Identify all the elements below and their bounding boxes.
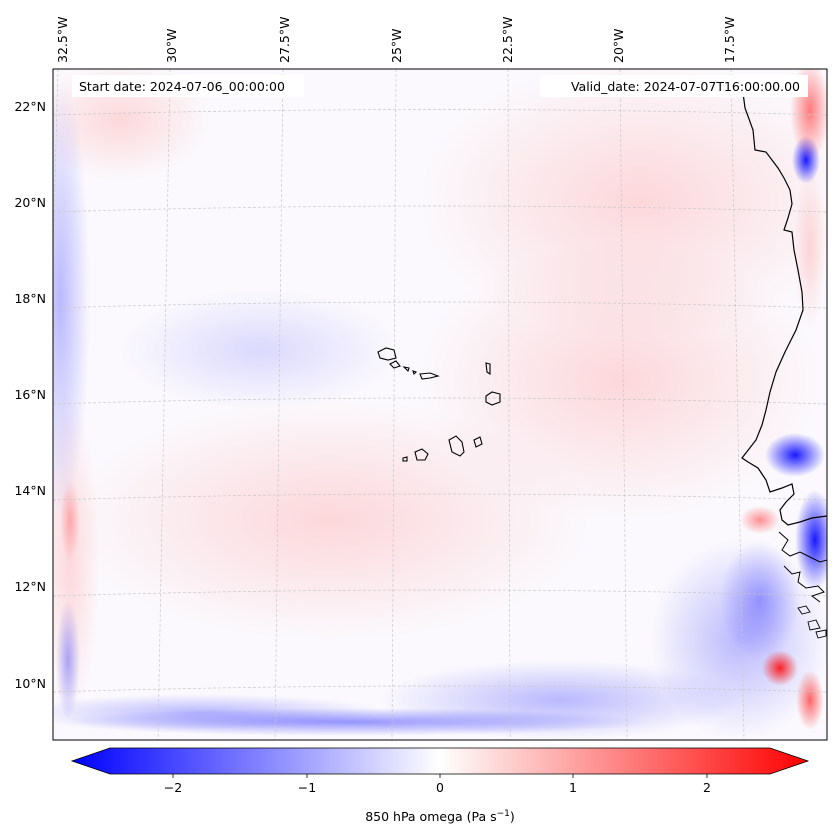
colorbar-tick-2: 2 (703, 780, 711, 795)
lon-label-25w: 25°W (389, 28, 404, 63)
longitude-labels: 32.5°W 30°W 27.5°W 25°W 22.5°W 20°W 17.5… (55, 17, 737, 63)
cape-verde-islands (377, 347, 501, 462)
gambia-coast (778, 531, 827, 563)
map-panel: Start date: 2024-07-06_00:00:00 Valid_da… (53, 69, 827, 740)
lon-label-30w: 30°W (164, 28, 179, 63)
start-date-box (72, 75, 304, 97)
colorbar-label-end: ) (510, 809, 515, 824)
map-frame (52, 68, 828, 741)
guinea-coast (783, 565, 825, 603)
colorbar-tick-neg1: −1 (298, 780, 316, 795)
colorbar-ticks (172, 774, 708, 778)
valid-date-box (540, 75, 808, 97)
lat-label-16n: 16°N (14, 387, 46, 402)
lon-label-20w: 20°W (611, 28, 626, 63)
colorbar-label-exponent: −1 (497, 809, 510, 819)
lat-label-10n: 10°N (14, 676, 46, 691)
africa-coastline (741, 84, 827, 526)
lat-label-22n: 22°N (14, 99, 46, 114)
lon-label-22-5w: 22.5°W (500, 17, 515, 63)
colorbar-tick-0: 0 (436, 780, 444, 795)
bijagos-islands (797, 605, 827, 639)
start-date-label: Start date: 2024-07-06_00:00:00 (79, 79, 285, 94)
colorbar-label-main: 850 hPa omega (Pa s (365, 809, 496, 824)
lon-label-17-5w: 17.5°W (722, 17, 737, 63)
colorbar-label: 850 hPa omega (Pa s−1) (365, 809, 515, 824)
lat-label-20n: 20°N (14, 195, 46, 210)
lon-label-32-5w: 32.5°W (55, 17, 70, 63)
latitude-labels: 22°N 20°N 18°N 16°N 14°N 12°N 10°N (14, 99, 46, 691)
lon-label-27-5w: 27.5°W (277, 17, 292, 63)
lat-label-12n: 12°N (14, 579, 46, 594)
gridlines (53, 69, 827, 740)
lat-label-14n: 14°N (14, 483, 46, 498)
colorbar-bar (70, 747, 810, 775)
colorbar-tick-1: 1 (569, 780, 577, 795)
colorbar: −2 −1 0 1 2 850 hPa omega (Pa s−1) (70, 747, 810, 824)
omega-field (53, 69, 827, 740)
valid-date-label: Valid_date: 2024-07-07T16:00:00.00 (571, 79, 800, 94)
lat-label-18n: 18°N (14, 291, 46, 306)
colorbar-tick-neg2: −2 (164, 780, 182, 795)
